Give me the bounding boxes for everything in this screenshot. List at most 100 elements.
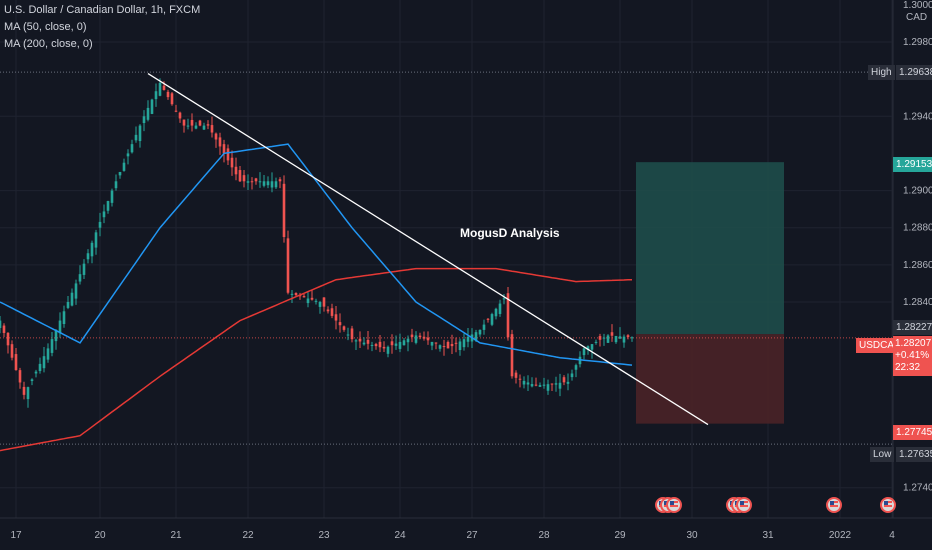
trendline (147, 73, 709, 426)
candle-body (386, 346, 390, 354)
candle-body (442, 346, 446, 348)
candle-body (166, 91, 170, 98)
candle-body (182, 119, 186, 126)
x-tick-label: 23 (318, 530, 330, 541)
candle-body (186, 125, 190, 127)
candle-body (482, 324, 486, 330)
ma50-legend: MA (50, close, 0) (4, 21, 87, 33)
x-tick-label: 21 (170, 530, 182, 541)
candle-body (78, 274, 82, 282)
low-label: Low (870, 447, 895, 462)
candle-body (498, 303, 502, 314)
candle-body (290, 293, 294, 295)
candle-body (174, 110, 178, 112)
candle-body (26, 387, 30, 400)
candle-body (62, 311, 66, 325)
candle-body (534, 384, 538, 386)
candle-body (198, 120, 202, 126)
stop-zone (636, 334, 784, 424)
candle-body (526, 382, 530, 385)
x-tick-label: 27 (466, 530, 478, 541)
candle-body (82, 263, 86, 275)
candle-body (490, 314, 494, 325)
candle-body (594, 341, 598, 343)
candle-body (30, 379, 34, 382)
candle-body (550, 383, 554, 385)
candle-body (574, 365, 578, 370)
candle-body (2, 325, 6, 333)
y-tick-label: 1.28800 (903, 223, 932, 234)
candle-body (606, 335, 610, 343)
candle-body (58, 320, 62, 334)
candle-body (586, 346, 590, 350)
candle-body (146, 107, 150, 120)
candle-body (446, 341, 450, 349)
y-tick-label: 1.29400 (903, 111, 932, 122)
price-change: +0.41% (895, 350, 930, 361)
y-tick-label-top: 1.30000 (903, 0, 932, 11)
candle-body (142, 116, 146, 124)
event-flag-canton (884, 501, 888, 505)
candle-body (414, 335, 418, 343)
analysis-annotation: MogusD Analysis (460, 226, 560, 240)
candle-body (202, 125, 206, 130)
stop-price-tag: 1.27745 (893, 425, 932, 440)
candle-body (562, 377, 566, 383)
candle-body (494, 308, 498, 317)
symbol-tag: USDCAD (856, 338, 905, 353)
candle-body (378, 341, 382, 348)
candle-body (610, 332, 614, 336)
symbol-title: U.S. Dollar / Canadian Dollar, 1h, FXCM (4, 4, 201, 16)
candle-body (110, 190, 114, 203)
candle-body (54, 329, 58, 342)
candle-body (114, 181, 118, 189)
candle-body (66, 302, 70, 308)
candle-body (42, 356, 46, 369)
candle-body (86, 253, 90, 260)
candle-body (190, 119, 194, 126)
candle-body (334, 314, 338, 321)
candle-body (614, 336, 618, 343)
candle-body (598, 336, 602, 340)
candle-body (322, 297, 326, 307)
candle-body (554, 383, 558, 385)
y-tick-label: 1.29000 (903, 186, 932, 197)
candle-body (514, 372, 518, 378)
candle-body (98, 221, 102, 228)
candle-body (362, 342, 366, 345)
candle-body (358, 338, 362, 342)
candle-body (382, 346, 386, 349)
chart-legend: U.S. Dollar / Canadian Dollar, 1h, FXCM … (4, 2, 200, 53)
candle-body (14, 354, 18, 371)
candle-body (266, 181, 270, 186)
candle-body (306, 298, 310, 304)
candle-body (226, 148, 230, 161)
x-tick-label: 4 (889, 530, 895, 541)
candle-body (354, 340, 358, 342)
price-tag: 1.28207 +0.41% 22:32 (893, 336, 932, 376)
candle-body (390, 341, 394, 346)
candle-body (398, 341, 402, 349)
candle-body (366, 339, 370, 344)
candle-body (70, 292, 74, 306)
candle-body (406, 338, 410, 343)
x-tick-label: 31 (762, 530, 774, 541)
x-tick-label: 20 (94, 530, 106, 541)
candle-body (150, 99, 154, 114)
candle-body (90, 242, 94, 257)
candle-body (282, 183, 286, 237)
candle-body (250, 181, 254, 183)
candle-body (506, 293, 510, 338)
candle-body (122, 162, 126, 171)
x-tick-label: 17 (10, 530, 22, 541)
candle-body (530, 384, 534, 387)
candle-body (170, 93, 174, 105)
candle-body (510, 334, 514, 377)
candle-body (310, 297, 314, 300)
high-value-tag: 1.29638 (896, 65, 932, 80)
candle-body (370, 344, 374, 346)
candle-body (130, 144, 134, 153)
